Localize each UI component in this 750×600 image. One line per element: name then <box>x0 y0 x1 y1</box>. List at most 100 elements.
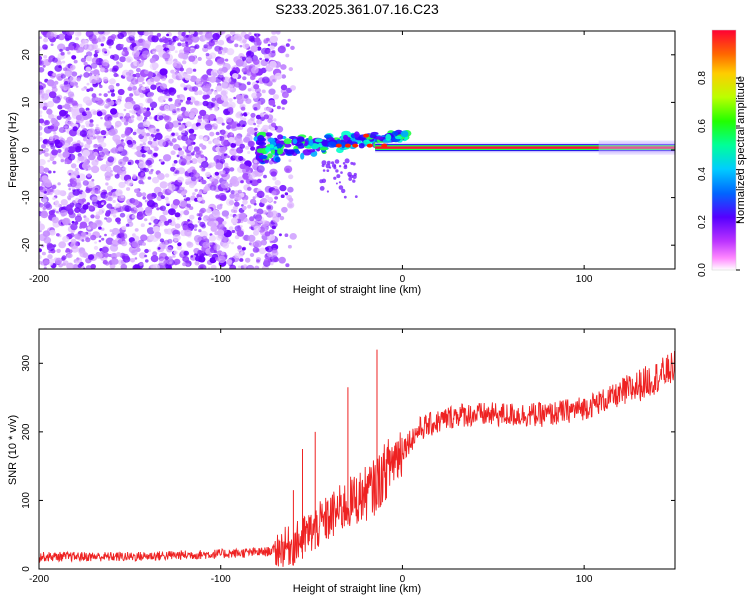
noise-blob <box>46 79 55 87</box>
noise-blob <box>109 78 116 85</box>
noise-blob <box>249 253 255 257</box>
noise-blob <box>148 222 152 225</box>
noise-blob <box>55 257 63 265</box>
noise-blob <box>144 254 148 258</box>
noise-blob <box>175 107 181 113</box>
noise-blob <box>251 92 259 99</box>
noise-blob <box>210 102 216 107</box>
noise-blob <box>131 199 139 206</box>
signal-tail-blob <box>326 160 331 165</box>
noise-blob <box>70 223 78 231</box>
noise-blob <box>131 115 135 119</box>
noise-blob <box>81 232 86 237</box>
noise-blob <box>278 256 286 264</box>
noise-blob <box>209 242 213 246</box>
noise-blob <box>66 195 72 200</box>
noise-blob <box>250 37 256 43</box>
noise-blob <box>219 194 227 201</box>
noise-blob <box>75 167 79 171</box>
noise-blob <box>171 138 177 143</box>
signal-tail-blob <box>333 164 337 168</box>
noise-blob <box>190 142 194 145</box>
noise-blob <box>47 159 51 163</box>
noise-blob <box>85 55 92 62</box>
noise-blob <box>257 101 262 105</box>
noise-blob <box>172 199 180 206</box>
noise-blob <box>118 181 126 189</box>
noise-blob <box>178 158 187 166</box>
noise-blob <box>269 229 275 235</box>
noise-blob <box>197 197 203 202</box>
noise-blob <box>68 45 75 51</box>
signal-tail-blob <box>352 179 356 183</box>
noise-blob <box>179 99 183 103</box>
colorbar-tick-label: 0.0 <box>697 263 708 277</box>
noise-blob <box>137 31 146 36</box>
noise-blob <box>241 204 244 207</box>
noise-blob <box>47 254 53 260</box>
noise-blob <box>132 175 137 179</box>
noise-blob <box>178 102 182 106</box>
noise-blob <box>69 232 75 238</box>
noise-blob <box>109 54 115 60</box>
noise-blob <box>107 156 115 163</box>
noise-blob <box>130 78 139 85</box>
noise-blob <box>229 213 233 217</box>
noise-blob <box>39 36 42 39</box>
signal-blob <box>267 137 276 143</box>
noise-blob <box>39 165 45 173</box>
noise-blob <box>182 60 187 65</box>
noise-blob <box>214 76 222 83</box>
noise-blob <box>189 102 193 105</box>
noise-blob <box>98 93 102 96</box>
noise-blob <box>267 118 273 124</box>
noise-blob <box>225 116 233 123</box>
signal-blob <box>324 134 332 139</box>
noise-blob <box>271 31 277 35</box>
noise-blob <box>140 172 145 176</box>
noise-blob <box>116 166 124 174</box>
noise-blob <box>220 89 229 97</box>
noise-blob <box>263 174 267 179</box>
noise-blob <box>77 140 81 144</box>
signal-blob <box>265 146 271 153</box>
noise-blob <box>167 238 173 244</box>
noise-blob <box>148 234 155 241</box>
noise-blob <box>98 226 102 230</box>
noise-blob <box>93 69 99 75</box>
noise-blob <box>176 245 183 251</box>
noise-blob <box>241 67 248 74</box>
noise-blob <box>271 250 279 257</box>
noise-blob <box>225 155 229 158</box>
signal-blob <box>277 134 284 140</box>
noise-blob <box>162 36 166 39</box>
noise-blob <box>209 131 215 137</box>
noise-blob <box>279 216 285 221</box>
noise-blob <box>285 263 290 268</box>
noise-blob <box>250 198 257 205</box>
noise-blob <box>74 221 79 225</box>
noise-blob <box>256 190 265 198</box>
noise-blob <box>159 68 168 76</box>
noise-blob <box>224 58 229 62</box>
noise-blob <box>114 120 122 127</box>
noise-blob <box>94 241 97 244</box>
noise-blob <box>60 199 68 206</box>
noise-blob <box>197 217 202 221</box>
noise-blob <box>150 84 157 90</box>
noise-blob <box>281 99 288 105</box>
noise-blob <box>281 107 285 110</box>
noise-blob <box>174 50 178 53</box>
signal-blob <box>391 131 399 136</box>
noise-blob <box>141 181 145 185</box>
noise-blob <box>151 139 160 147</box>
noise-blob <box>158 115 164 121</box>
noise-blob <box>78 103 83 108</box>
noise-blob <box>108 191 113 196</box>
noise-blob <box>198 31 203 35</box>
noise-blob <box>203 186 210 192</box>
noise-blob <box>234 225 242 232</box>
noise-blob <box>253 107 258 111</box>
noise-blob <box>144 116 148 120</box>
noise-blob <box>133 104 141 111</box>
